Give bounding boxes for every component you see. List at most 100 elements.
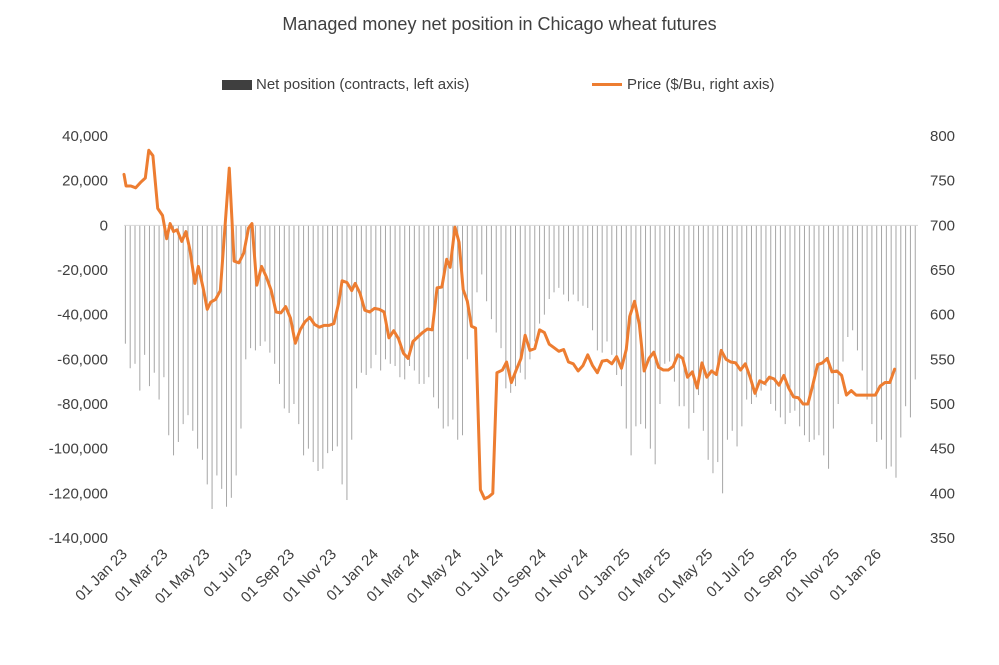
net-position-bar [293,225,295,404]
net-position-bar [197,225,199,449]
net-position-bar [283,225,285,409]
legend: Net position (contracts, left axis) Pric… [0,76,999,98]
net-position-bar [558,225,560,288]
right-axis-tick-label: 350 [930,530,955,547]
net-position-bar [726,225,728,440]
right-axis-tick-label: 650 [930,262,955,279]
net-position-bar [163,225,165,378]
right-axis-tick-label: 550 [930,351,955,368]
legend-swatch-bar [222,79,252,90]
net-position-bar [698,225,700,396]
net-position-bar [861,225,863,371]
net-position-bar [775,225,777,411]
net-position-bar [288,225,290,413]
net-position-bar [794,225,796,411]
net-position-bar [356,225,358,389]
net-position-bar [852,225,854,331]
net-position-bar [659,225,661,404]
net-position-bar [905,225,907,407]
net-position-bar [736,225,738,447]
net-position-bar [669,225,671,362]
net-position-bar [534,225,536,342]
net-position-bar [592,225,594,331]
legend-swatch-line [592,83,622,86]
net-position-bar [770,225,772,404]
legend-item-price: Price ($/Bu, right axis) [592,76,775,93]
net-position-bar [866,225,868,400]
net-position-bar [620,225,622,387]
net-position-bar [370,225,372,369]
net-position-bar [399,225,401,378]
net-position-bar [129,225,131,369]
net-position-bar [240,225,242,429]
net-position-bar [885,225,887,469]
net-position-bar [462,225,464,436]
left-axis-tick-label: 20,000 [62,173,108,190]
net-position-bar [784,225,786,425]
net-position-bar [900,225,902,438]
right-axis-tick-label: 450 [930,441,955,458]
net-position-bar [226,225,228,507]
right-axis-tick-label: 700 [930,217,955,234]
net-position-bar [616,225,618,375]
legend-item-net-position: Net position (contracts, left axis) [222,76,469,93]
net-position-bar [611,225,613,355]
net-position-bar [803,225,805,436]
price-line [122,148,897,501]
net-position-bar [486,225,488,302]
net-position-bar [731,225,733,431]
net-position-bar [423,225,425,384]
net-position-bar [457,225,459,440]
net-position-bar [134,225,136,364]
net-position-bar [750,225,752,404]
net-position-bar [625,225,627,429]
net-position-bar [471,225,473,326]
net-position-bar [481,225,483,275]
net-position-bar [779,225,781,418]
net-position-bar [187,225,189,416]
net-position-bar [500,225,502,349]
net-position-bar [245,225,247,360]
net-position-bar [828,225,830,469]
right-axis-tick-label: 600 [930,307,955,324]
net-position-bar [303,225,305,456]
net-position-bar [452,225,454,420]
bar-series-net-position [124,225,916,509]
net-position-bar [495,225,497,333]
net-position-bar [476,225,478,293]
left-axis-tick-label: -140,000 [49,530,108,547]
net-position-bar [341,225,343,485]
net-position-bar [331,225,333,451]
net-position-bar [876,225,878,442]
net-position-bar [582,225,584,306]
net-position-bar [211,225,213,509]
right-axis-tick-label: 500 [930,396,955,413]
left-axis: 40,000 20,000 0 -20,000 -40,000 -60,000 -80,00… [49,128,108,547]
net-position-bar [201,225,203,460]
left-axis-tick-label: -60,000 [57,351,108,368]
net-position-bar [645,225,647,429]
net-position-bar [577,225,579,302]
right-axis-tick-label: 400 [930,485,955,502]
net-position-bar [298,225,300,425]
net-position-bar [327,225,329,454]
net-position-bar [413,225,415,371]
net-position-bar [148,225,150,387]
net-position-bar [124,225,126,344]
net-position-bar [177,225,179,442]
left-axis-tick-label: -100,000 [49,441,108,458]
net-position-bar [139,225,141,391]
chart-title: Managed money net position in Chicago wh… [282,14,717,34]
net-position-bar [336,225,338,447]
net-position-bar [153,225,155,373]
net-position-bar [688,225,690,429]
net-position-bar [529,225,531,360]
net-position-bar [909,225,911,418]
net-position-bar [158,225,160,400]
net-position-bar [548,225,550,300]
left-axis-tick-label: 40,000 [62,128,108,145]
net-position-bar [346,225,348,501]
